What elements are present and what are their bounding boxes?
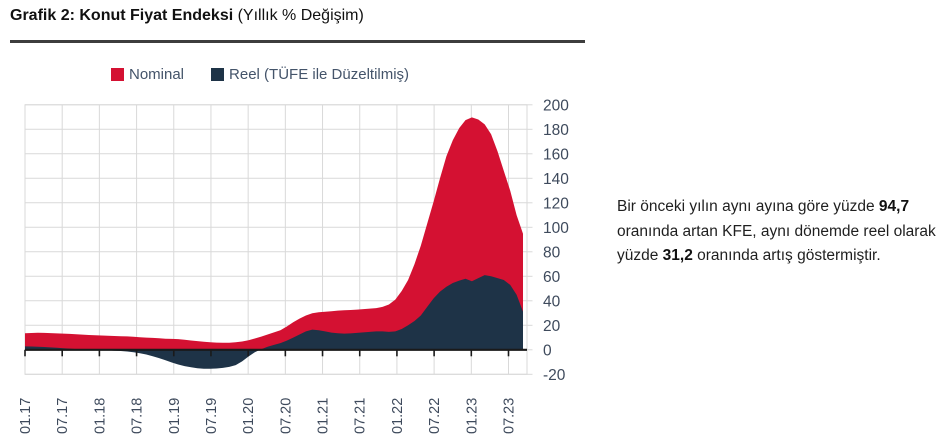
legend-label-nominal: Nominal — [129, 66, 185, 83]
title-divider — [10, 40, 585, 43]
legend-item-nominal: Nominal — [111, 66, 184, 83]
x-axis-label: 07.21 — [353, 398, 369, 434]
legend-item-reel: Reel (TÜFE ile Düzeltilmiş) — [211, 66, 409, 83]
reel-swatch-icon — [211, 68, 225, 81]
annotation-text: Bir önceki yılın aynı ayına göre yüzde 9… — [617, 195, 945, 269]
x-axis-label: 01.22 — [390, 398, 406, 434]
y-axis-label: 100 — [543, 220, 569, 237]
y-axis-label: 180 — [543, 122, 569, 139]
y-axis-label: 40 — [543, 293, 561, 310]
annotation-part-2: oranında artan KFE, aynı dönemde reel ol… — [617, 222, 936, 265]
plot-border — [24, 104, 528, 375]
x-axis-label: 07.20 — [278, 398, 294, 434]
x-axis-label: 07.22 — [427, 398, 443, 434]
y-axis-label: 140 — [543, 171, 569, 188]
chart-title-main: Grafik 2: Konut Fiyat Endeksi — [10, 7, 234, 24]
chart-title: Grafik 2: Konut Fiyat Endeksi (Yıllık % … — [10, 7, 364, 25]
x-axis-label: 01.17 — [18, 398, 34, 434]
y-axis-label: 20 — [543, 318, 561, 335]
y-axis-label: 160 — [543, 146, 569, 163]
x-axis-label: 07.17 — [55, 398, 71, 434]
reel-area-series — [25, 275, 523, 369]
nominal-swatch-icon — [111, 68, 124, 81]
x-axis-label: 01.20 — [241, 398, 257, 434]
x-axis-label: 07.18 — [130, 398, 146, 434]
y-axis-label: -20 — [543, 367, 566, 384]
x-axis-label: 01.21 — [316, 398, 332, 434]
legend-label-reel: Reel (TÜFE ile Düzeltilmiş) — [229, 66, 410, 83]
annotation-part-1: Bir önceki yılın aynı ayına göre yüzde — [617, 198, 879, 215]
y-axis-label: 200 — [543, 97, 569, 114]
chart-legend: Nominal Reel (TÜFE ile Düzeltilmiş) — [111, 66, 409, 83]
annotation-value-nominal: 94,7 — [878, 198, 910, 215]
y-axis-label: 0 — [543, 342, 552, 359]
x-axis-label: 01.19 — [167, 398, 183, 434]
annotation-part-3: oranında artış göstermiştir. — [692, 247, 881, 264]
x-axis-label: 01.18 — [92, 398, 108, 434]
annotation-value-reel: 31,2 — [662, 247, 693, 264]
x-axis-label: 07.19 — [204, 398, 220, 434]
x-axis-label: 01.23 — [464, 398, 480, 434]
chart-title-subtitle: (Yıllık % Değişim) — [233, 7, 364, 24]
x-axis-label: 07.23 — [502, 398, 518, 434]
y-axis-label: 80 — [543, 244, 561, 261]
y-axis-label: 120 — [543, 195, 569, 212]
y-axis-label: 60 — [543, 269, 561, 286]
